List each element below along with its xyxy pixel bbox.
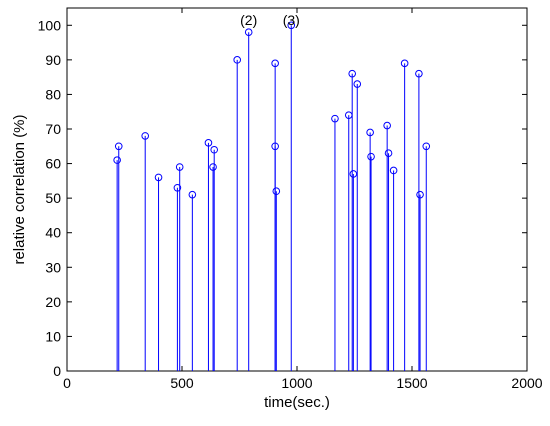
- y-tick-label-8: 80: [45, 86, 61, 102]
- stem-marker-26: [400, 59, 409, 68]
- stem-marker-2: [141, 132, 149, 140]
- y-tick-label-1: 10: [45, 328, 61, 344]
- y-tick-label-7: 70: [45, 121, 61, 137]
- stem-marker-1: [114, 142, 123, 151]
- plot-frame: [66, 7, 528, 372]
- stem-marker-20: [353, 80, 362, 88]
- stem-marker-8: [209, 163, 217, 171]
- stem-marker-29: [422, 142, 431, 151]
- y-tick-label-9: 90: [45, 52, 61, 68]
- x-tick-label-4: 2000: [511, 375, 542, 391]
- stem-marker-12: [271, 59, 279, 68]
- stem-marker-25: [389, 166, 398, 175]
- stem-marker-3: [154, 173, 163, 182]
- y-tick-label-5: 50: [45, 190, 61, 206]
- stem-marker-21: [366, 128, 374, 137]
- stem-marker-9: [210, 145, 218, 154]
- x-tick-label-2: 1000: [281, 375, 312, 391]
- stem-marker-15: [287, 21, 296, 30]
- stem-marker-7: [204, 139, 213, 147]
- x-tick-label-0: 0: [63, 375, 71, 391]
- y-tick-label-0: 0: [53, 363, 61, 379]
- y-tick-label-4: 40: [45, 225, 61, 241]
- stem-marker-6: [188, 190, 197, 199]
- stem-marker-24: [384, 149, 393, 157]
- annotation-0: (2): [240, 12, 257, 28]
- y-tick-label-6: 60: [45, 156, 61, 172]
- stem-marker-28: [416, 190, 424, 199]
- x-tick-label-3: 1500: [396, 375, 427, 391]
- annotation-1: (3): [283, 12, 300, 28]
- stem-marker-18: [348, 69, 357, 78]
- stem-marker-10: [233, 56, 241, 64]
- stem-marker-5: [175, 163, 184, 171]
- x-axis-label: time(sec.): [264, 394, 330, 411]
- stem-marker-14: [272, 187, 281, 196]
- x-tick-label-1: 500: [170, 375, 194, 391]
- stem-marker-23: [383, 121, 391, 130]
- stem-marker-16: [331, 114, 339, 123]
- y-axis-label: relative correlation (%): [11, 114, 28, 264]
- y-tick-label-2: 20: [45, 294, 61, 310]
- stem-marker-11: [244, 28, 253, 37]
- stem-marker-22: [367, 152, 375, 161]
- stem-marker-13: [271, 142, 279, 151]
- stem-marker-0: [113, 156, 121, 164]
- y-tick-label-10: 100: [38, 17, 62, 33]
- stem-marker-27: [415, 69, 423, 78]
- y-tick-label-3: 30: [45, 259, 61, 275]
- stem-marker-4: [173, 183, 182, 192]
- stem-marker-19: [349, 170, 358, 178]
